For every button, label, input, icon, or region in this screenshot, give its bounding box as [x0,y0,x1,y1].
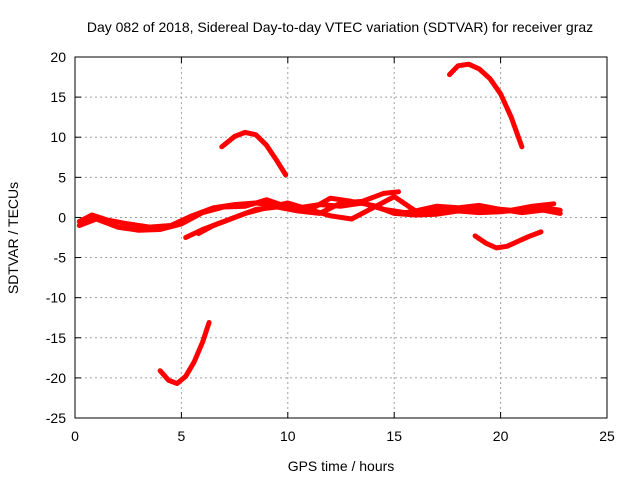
x-tick-label: 20 [493,428,509,444]
x-tick-label: 25 [599,428,615,444]
y-tick-label: -10 [46,290,66,306]
y-tick-label: -15 [46,330,66,346]
series-line-5 [447,61,525,150]
y-tick-label: 0 [58,209,66,225]
plot-frame [74,56,608,419]
series-line-4 [219,129,289,178]
y-tick-label: 20 [50,49,66,65]
y-tick-label: -25 [46,410,66,426]
x-tick-label: 0 [71,428,79,444]
y-tick-label: -5 [54,250,67,266]
series-line-6 [472,229,544,251]
y-tick-label: 10 [50,129,66,145]
y-axis-label: SDTVAR / TECUs [5,182,21,294]
x-axis-label: GPS time / hours [288,458,395,474]
tick-layer: 0 5 10 15 20 25 20 15 10 5 0 -5 -10 -15 -20 -25 [46,49,615,444]
series-layer [76,61,563,386]
x-tick-label: 15 [386,428,402,444]
y-tick-label: 15 [50,89,66,105]
x-tick-label: 5 [178,428,186,444]
series-line-3 [195,189,401,236]
chart-title: Day 082 of 2018, Sidereal Day-to-day VTE… [87,19,593,35]
series-line-1 [76,195,563,233]
x-tick-label: 10 [280,428,296,444]
series-line-7 [157,320,212,386]
y-tick-label: 5 [58,169,66,185]
y-tick-label: -20 [46,370,66,386]
